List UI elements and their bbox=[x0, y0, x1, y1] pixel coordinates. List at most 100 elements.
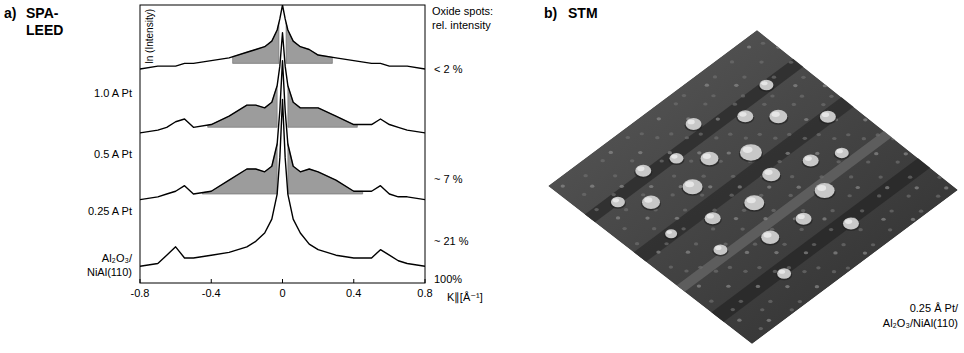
stm-texture bbox=[682, 94, 686, 97]
stm-texture bbox=[620, 185, 624, 188]
stm-texture bbox=[790, 175, 794, 178]
label-line: 0.25 A Pt bbox=[88, 205, 132, 217]
stm-texture bbox=[611, 193, 615, 196]
stm-highlight bbox=[822, 112, 829, 117]
stm-texture bbox=[726, 285, 730, 288]
stm-texture bbox=[863, 118, 867, 121]
stm-particle bbox=[803, 155, 819, 167]
stm-texture bbox=[705, 84, 709, 87]
stm-texture bbox=[881, 218, 885, 221]
heading-line: Oxide spots: bbox=[432, 5, 493, 17]
stm-texture bbox=[590, 185, 594, 188]
series-label: Al₂O₃/NiAl(110) bbox=[87, 252, 133, 278]
stm-highlight bbox=[764, 170, 772, 175]
stm-texture bbox=[594, 208, 598, 211]
stm-texture bbox=[728, 133, 732, 136]
stm-texture bbox=[731, 175, 735, 178]
stm-particle bbox=[820, 111, 836, 123]
stm-highlight bbox=[747, 197, 756, 203]
stm-texture bbox=[655, 136, 659, 139]
stm-texture bbox=[770, 94, 774, 97]
stm-highlight bbox=[743, 146, 753, 153]
stm-texture bbox=[747, 45, 751, 48]
stm-texture bbox=[745, 251, 749, 254]
stm-highlight bbox=[671, 155, 677, 159]
panel-label: a) bbox=[4, 5, 16, 21]
stm-texture bbox=[712, 209, 716, 212]
stm-texture bbox=[668, 151, 672, 154]
stm-texture bbox=[849, 175, 853, 178]
rel-intensity: < 2 % bbox=[434, 63, 463, 75]
stm-texture bbox=[878, 175, 882, 178]
stm-texture bbox=[737, 319, 741, 322]
stm-particle bbox=[769, 110, 787, 124]
title-line: LEED bbox=[26, 22, 63, 38]
stm-image bbox=[548, 30, 958, 344]
stm-texture bbox=[812, 243, 816, 246]
shoulder-area bbox=[202, 144, 277, 194]
stm-particle bbox=[737, 110, 753, 122]
stm-texture bbox=[925, 161, 929, 164]
stm-texture bbox=[891, 137, 895, 140]
stm-particle bbox=[713, 244, 727, 255]
stm-texture bbox=[772, 76, 776, 79]
stm-texture bbox=[714, 136, 718, 139]
stm-texture bbox=[742, 209, 746, 212]
stm-texture bbox=[700, 193, 704, 196]
stm-texture bbox=[830, 209, 834, 212]
stm-texture bbox=[836, 160, 840, 163]
stm-particle bbox=[740, 144, 762, 161]
stm-texture bbox=[787, 266, 791, 269]
caption-line: Al₂O₃/NiAl(110) bbox=[883, 317, 958, 329]
stm-particle bbox=[669, 153, 683, 164]
stm-texture bbox=[640, 132, 644, 135]
stm-texture bbox=[753, 243, 757, 246]
stm-texture bbox=[760, 308, 764, 311]
heading-line: rel. intensity bbox=[432, 19, 491, 31]
stm-texture bbox=[819, 175, 823, 178]
rel-intensity: ~ 7 % bbox=[434, 173, 463, 185]
stm-texture bbox=[681, 227, 685, 230]
stm-texture bbox=[741, 94, 745, 97]
stm-texture bbox=[888, 228, 892, 231]
stm-texture bbox=[582, 193, 586, 196]
shoulder-area bbox=[233, 23, 279, 64]
panel-title: STM bbox=[568, 5, 598, 21]
series-label: 0.5 A Pt bbox=[94, 148, 132, 160]
stm-texture bbox=[771, 209, 775, 212]
stm-particle bbox=[843, 218, 859, 230]
stm-texture bbox=[656, 250, 660, 253]
stm-highlight bbox=[779, 270, 785, 274]
stm-texture bbox=[858, 228, 862, 231]
stm-texture bbox=[944, 186, 948, 189]
stm-highlight bbox=[667, 230, 672, 234]
stm-highlight bbox=[688, 120, 695, 125]
stm-texture bbox=[624, 208, 628, 211]
rel-intensity: ~ 21 % bbox=[434, 235, 469, 247]
stm-texture bbox=[911, 218, 915, 221]
stm-texture bbox=[777, 160, 781, 163]
stm-texture bbox=[708, 185, 712, 188]
title-line: SPA- bbox=[26, 5, 59, 21]
stm-texture bbox=[904, 152, 908, 155]
stm-texture bbox=[822, 217, 826, 220]
stm-highlight bbox=[644, 197, 652, 202]
stm-texture bbox=[803, 137, 807, 140]
stm-texture bbox=[630, 159, 634, 162]
stm-texture bbox=[770, 228, 774, 231]
stm-texture bbox=[768, 300, 772, 303]
stm-texture bbox=[740, 228, 744, 231]
stm-texture bbox=[734, 84, 738, 87]
stm-texture bbox=[734, 217, 738, 220]
stm-texture bbox=[701, 175, 705, 178]
label-line: NiAl(110) bbox=[87, 266, 132, 278]
stm-particle bbox=[762, 168, 780, 182]
stm-texture bbox=[743, 270, 747, 273]
stm-texture bbox=[739, 300, 743, 303]
stm-texture bbox=[742, 75, 746, 78]
stm-highlight bbox=[715, 246, 721, 250]
stm-stripe bbox=[585, 58, 804, 222]
stm-texture bbox=[727, 151, 731, 154]
stm-texture bbox=[622, 227, 626, 230]
stm-texture bbox=[672, 174, 676, 177]
